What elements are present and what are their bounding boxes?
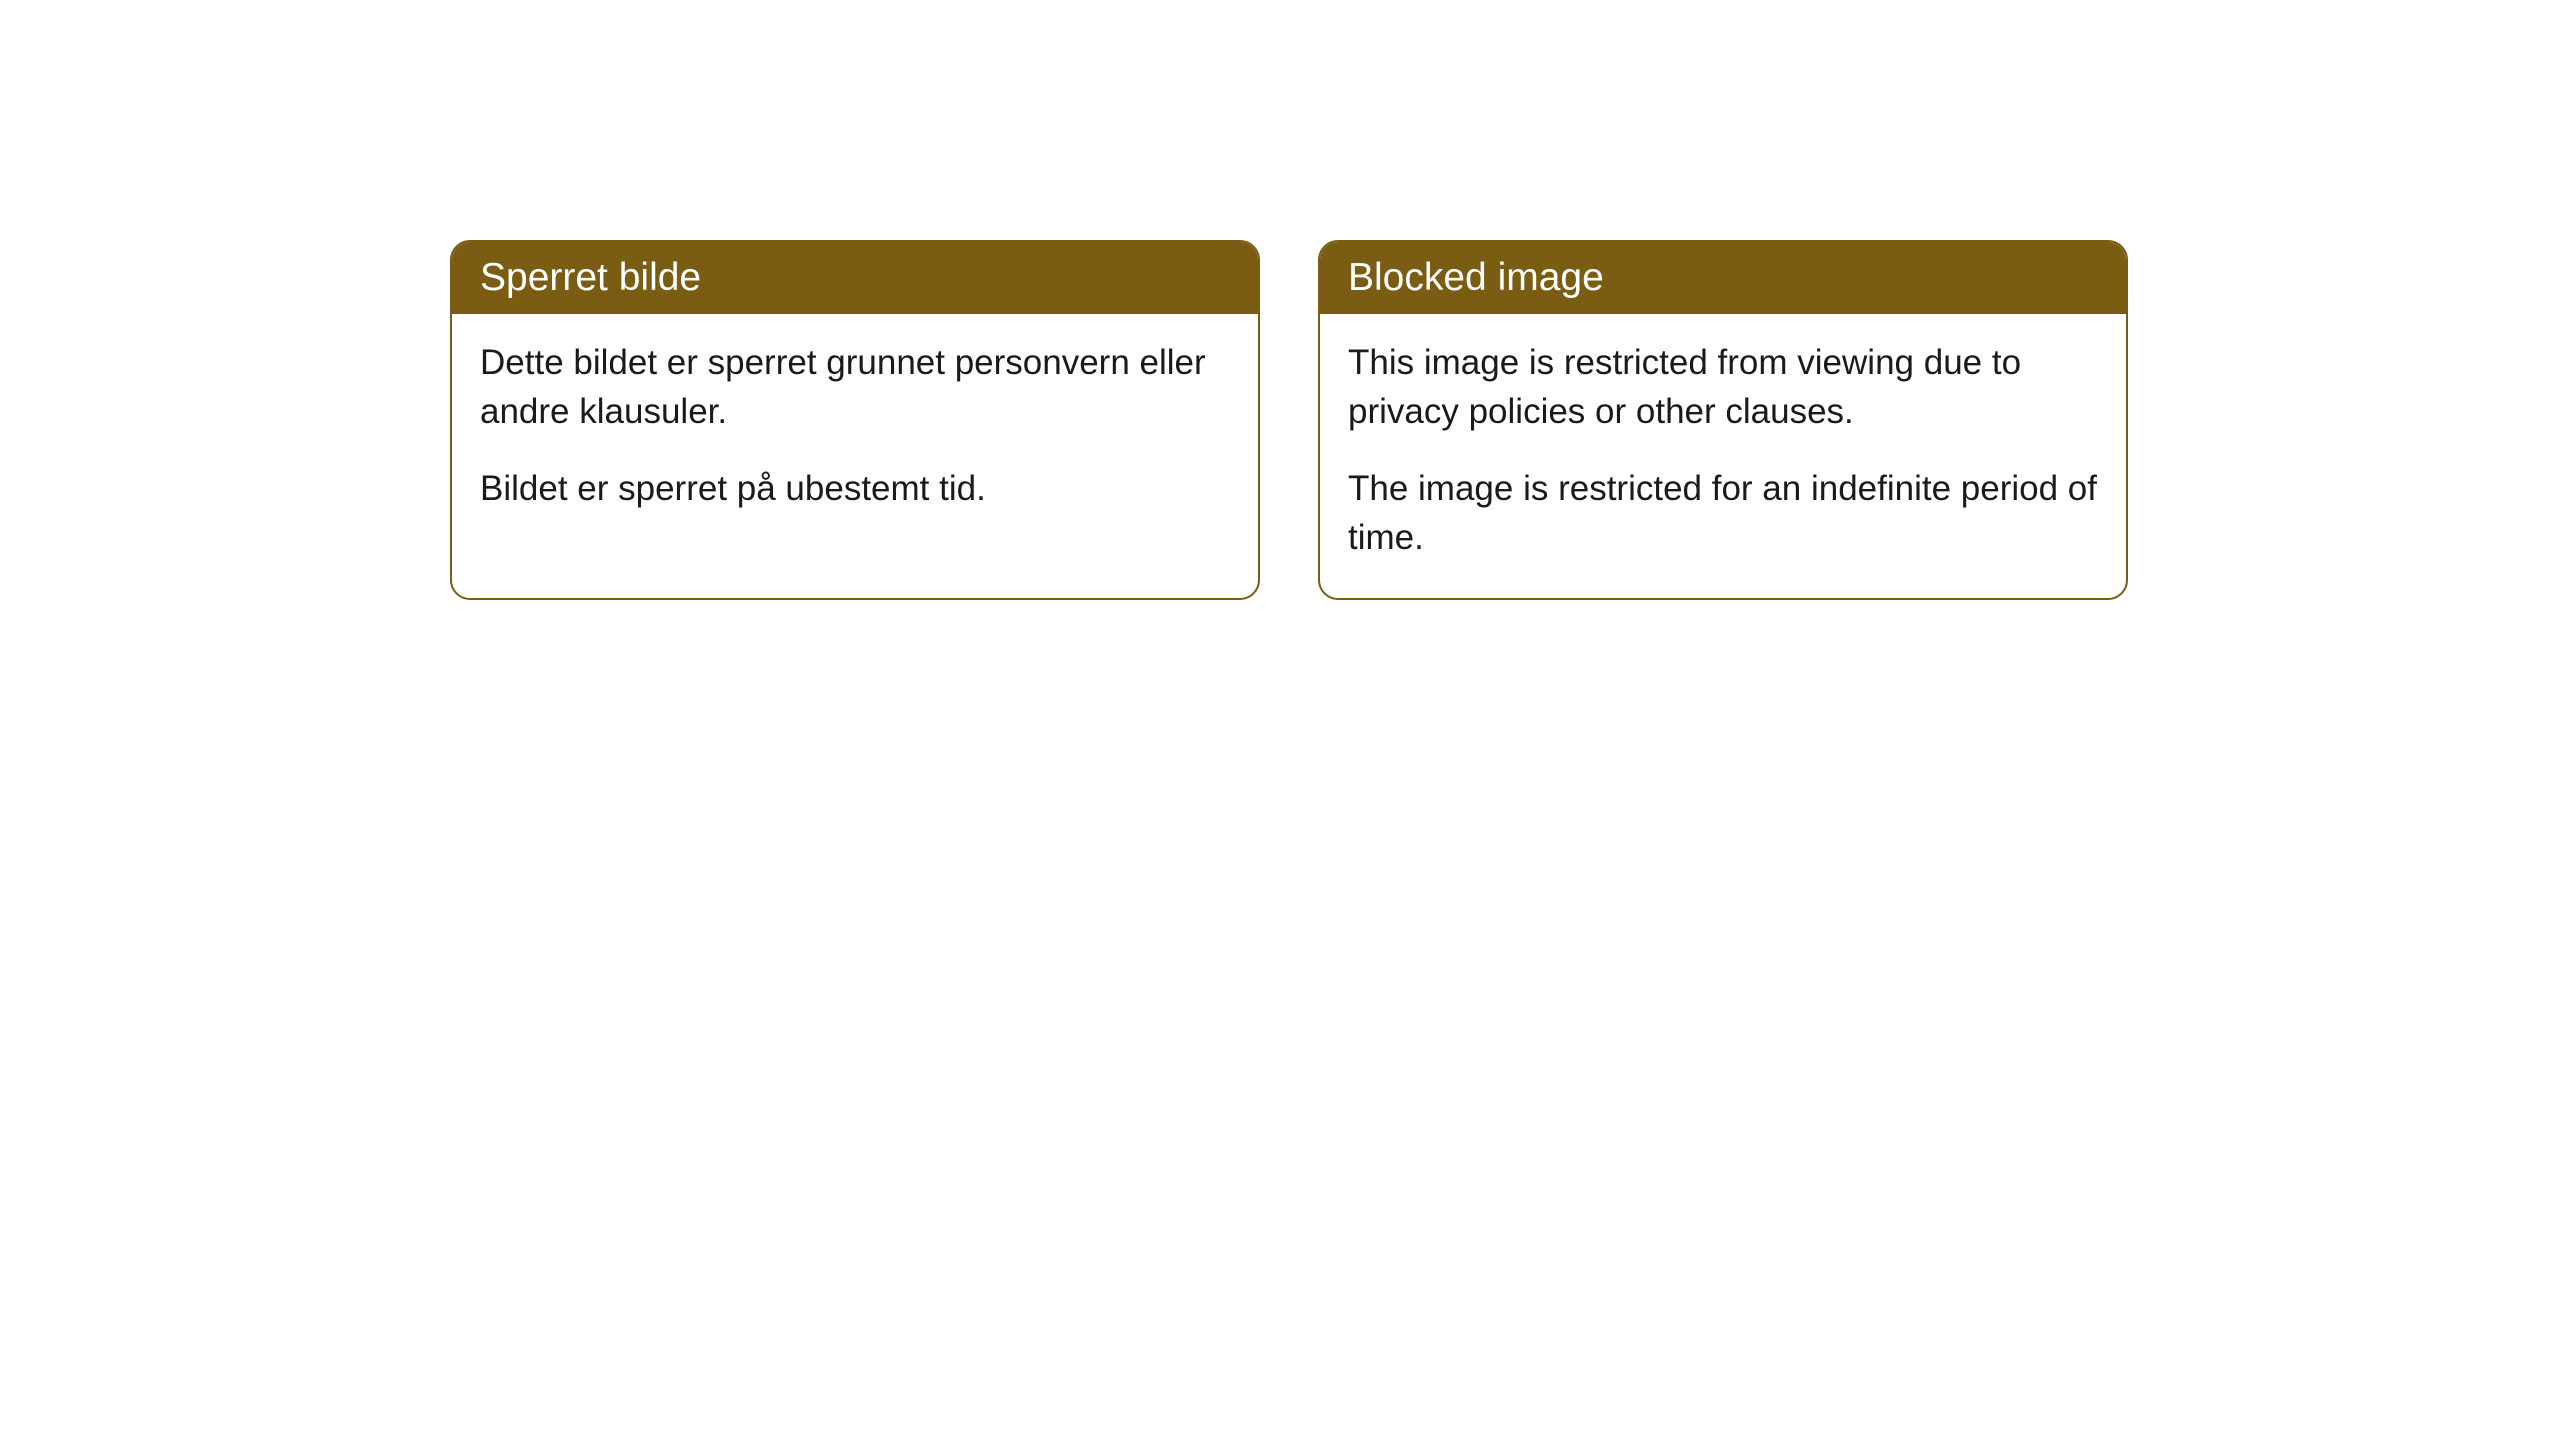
card-paragraph-2: The image is restricted for an indefinit… [1348,464,2098,562]
card-paragraph-1: This image is restricted from viewing du… [1348,338,2098,436]
blocked-image-card-english: Blocked image This image is restricted f… [1318,240,2128,600]
blocked-image-card-norwegian: Sperret bilde Dette bildet er sperret gr… [450,240,1260,600]
card-header: Blocked image [1320,242,2126,314]
notification-cards-container: Sperret bilde Dette bildet er sperret gr… [450,240,2560,600]
card-header-text: Blocked image [1348,256,1604,299]
card-paragraph-1: Dette bildet er sperret grunnet personve… [480,338,1230,436]
card-body: Dette bildet er sperret grunnet personve… [452,314,1258,549]
card-paragraph-2: Bildet er sperret på ubestemt tid. [480,464,1230,513]
card-header: Sperret bilde [452,242,1258,314]
card-header-text: Sperret bilde [480,256,701,299]
card-body: This image is restricted from viewing du… [1320,314,2126,598]
